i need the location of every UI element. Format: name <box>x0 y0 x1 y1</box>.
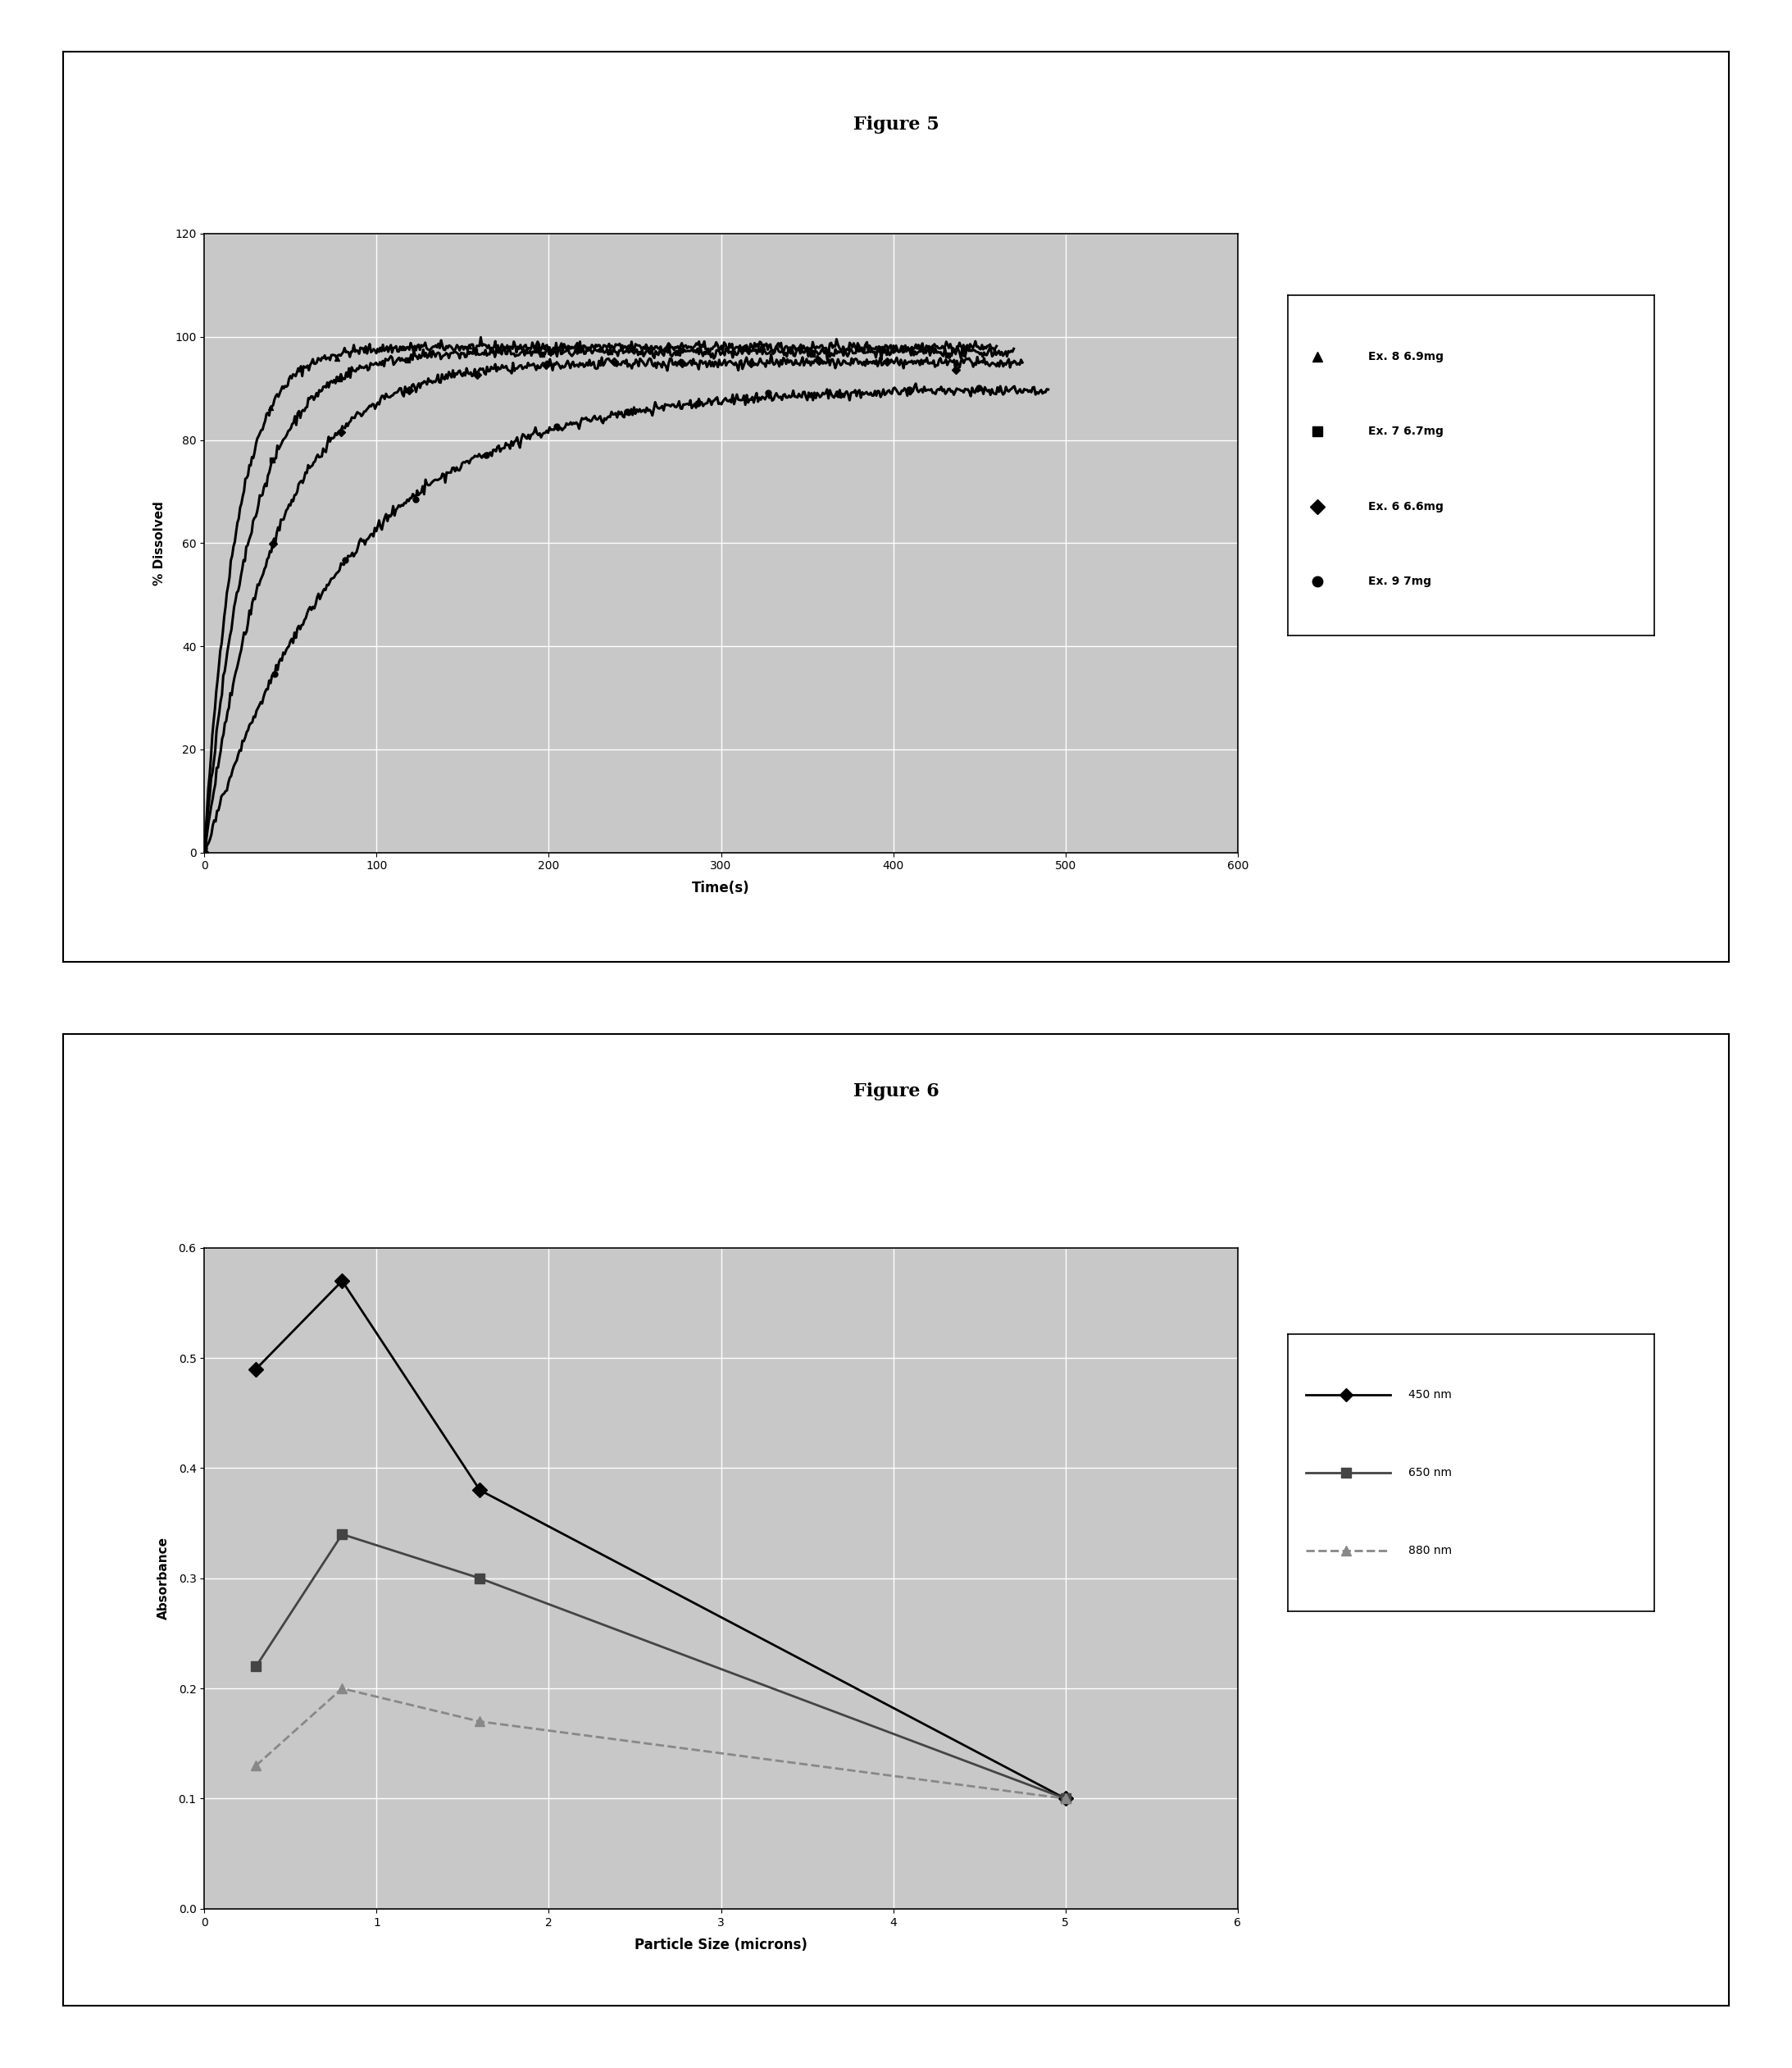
Text: Ex. 9 7mg: Ex. 9 7mg <box>1369 575 1432 587</box>
Y-axis label: Absorbance: Absorbance <box>158 1537 168 1619</box>
Text: 650 nm: 650 nm <box>1409 1466 1452 1479</box>
Text: Ex. 8 6.9mg: Ex. 8 6.9mg <box>1369 352 1444 362</box>
Text: Figure 5: Figure 5 <box>853 116 939 134</box>
Text: Ex. 7 6.7mg: Ex. 7 6.7mg <box>1369 426 1444 438</box>
Y-axis label: % Dissolved: % Dissolved <box>154 500 165 585</box>
X-axis label: Time(s): Time(s) <box>692 881 751 895</box>
Text: Figure 6: Figure 6 <box>853 1084 939 1100</box>
Text: 450 nm: 450 nm <box>1409 1390 1452 1400</box>
X-axis label: Particle Size (microns): Particle Size (microns) <box>634 1938 808 1952</box>
Text: Ex. 6 6.6mg: Ex. 6 6.6mg <box>1369 500 1444 513</box>
Text: 880 nm: 880 nm <box>1409 1545 1452 1555</box>
